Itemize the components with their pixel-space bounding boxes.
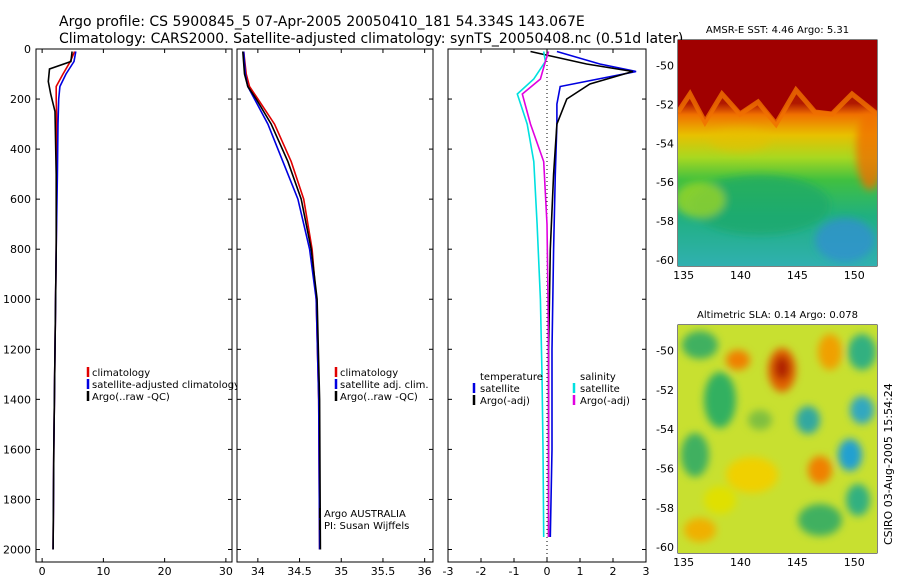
sla-heatmap	[678, 325, 877, 553]
legend-entry: satellite adj. clim.	[340, 380, 429, 391]
sst-heatmap	[678, 40, 877, 266]
series-line-cyan	[516, 51, 547, 538]
x-tick-label: 2	[610, 565, 617, 578]
legend-entry: temperature	[480, 372, 543, 383]
panel-frame	[236, 48, 434, 563]
legend-entry: climatology	[340, 368, 398, 379]
legend-entry: Argo(..raw -QC)	[340, 392, 418, 403]
y-tick-label: -60	[656, 541, 674, 554]
series-line-magenta	[521, 51, 550, 537]
y-tick-label: -58	[656, 502, 674, 515]
legend-entry: Argo(-adj)	[480, 396, 530, 407]
x-tick-label: 140	[730, 556, 751, 569]
x-tick-label: 145	[787, 269, 808, 282]
panel-frame	[35, 48, 233, 563]
legend-entry: satellite	[480, 384, 520, 395]
y-tick-label: 1000	[3, 293, 31, 306]
y-tick-label: 200	[10, 93, 31, 106]
legend-entry: Argo(-adj)	[580, 396, 630, 407]
y-tick-label: 1400	[3, 393, 31, 406]
figure-subtitle: Climatology: CARS2000. Satellite-adjuste…	[59, 31, 683, 47]
figure-title: Argo profile: CS 5900845_5 07-Apr-2005 2…	[59, 14, 585, 30]
y-tick-label: -52	[656, 384, 674, 397]
annotation-text: PI: Susan Wijffels	[324, 521, 409, 532]
y-tick-label: -56	[656, 176, 674, 189]
y-tick-label: 400	[10, 143, 31, 156]
y-tick-label: 1600	[3, 443, 31, 456]
x-tick-label: -1	[509, 565, 520, 578]
x-tick-label: 0	[544, 565, 551, 578]
x-tick-label: 34.5	[287, 565, 312, 578]
x-tick-label: 140	[730, 269, 751, 282]
x-tick-label: 35	[334, 565, 348, 578]
legend-entry: salinity	[580, 372, 616, 383]
y-tick-label: -56	[656, 462, 674, 475]
map-title: Altimetric SLA: 0.14 Argo: 0.078	[697, 310, 858, 321]
x-tick-label: 30	[219, 565, 233, 578]
y-tick-label: 1200	[3, 343, 31, 356]
x-tick-label: 34	[251, 565, 265, 578]
y-tick-label: 600	[10, 193, 31, 206]
legend-entry: climatology	[92, 368, 150, 379]
x-tick-label: 0	[39, 565, 46, 578]
x-tick-label: 150	[844, 556, 865, 569]
y-tick-label: -50	[656, 59, 674, 72]
y-tick-label: -60	[656, 254, 674, 267]
x-tick-label: 20	[158, 565, 172, 578]
x-tick-label: -3	[443, 565, 454, 578]
profile-panel-2: 3434.53535.536salinityclimatologysatelli…	[236, 48, 434, 578]
legend-entry: satellite	[580, 384, 620, 395]
x-tick-label: -2	[476, 565, 487, 578]
series-line-black	[242, 51, 322, 550]
y-tick-label: -58	[656, 215, 674, 228]
series-line-black	[47, 51, 73, 550]
x-tick-label: 1	[577, 565, 584, 578]
map-title: AMSR-E SST: 4.46 Argo: 5.31	[706, 25, 849, 36]
y-tick-label: 1800	[3, 493, 31, 506]
profile-panel-3: -3-2-10123difference from climatologytem…	[443, 48, 650, 578]
x-tick-label: 135	[673, 269, 694, 282]
legend-entry: satellite-adjusted climatology	[92, 380, 240, 391]
x-tick-label: 135	[673, 556, 694, 569]
x-tick-label: 10	[96, 565, 110, 578]
x-tick-label: 36	[418, 565, 432, 578]
y-tick-label: -50	[656, 345, 674, 358]
y-tick-label: 800	[10, 243, 31, 256]
y-tick-label: -52	[656, 98, 674, 111]
x-tick-label: 35.5	[371, 565, 396, 578]
legend-entry: Argo(..raw -QC)	[92, 392, 170, 403]
y-tick-label: -54	[656, 137, 674, 150]
x-tick-label: 3	[643, 565, 650, 578]
y-tick-label: -54	[656, 423, 674, 436]
x-tick-label: 150	[844, 269, 865, 282]
y-tick-label: 2000	[3, 543, 31, 556]
generation-timestamp: CSIRO 03-Aug-2005 15:54:24	[882, 383, 895, 545]
x-tick-label: 145	[787, 556, 808, 569]
y-tick-label: 0	[24, 43, 31, 56]
profile-panel-1: 0 10 20 30 0 200 400 600 800 1000 1200 1400 1600 1800…	[3, 43, 240, 578]
annotation-text: Argo AUSTRALIA	[324, 509, 406, 520]
